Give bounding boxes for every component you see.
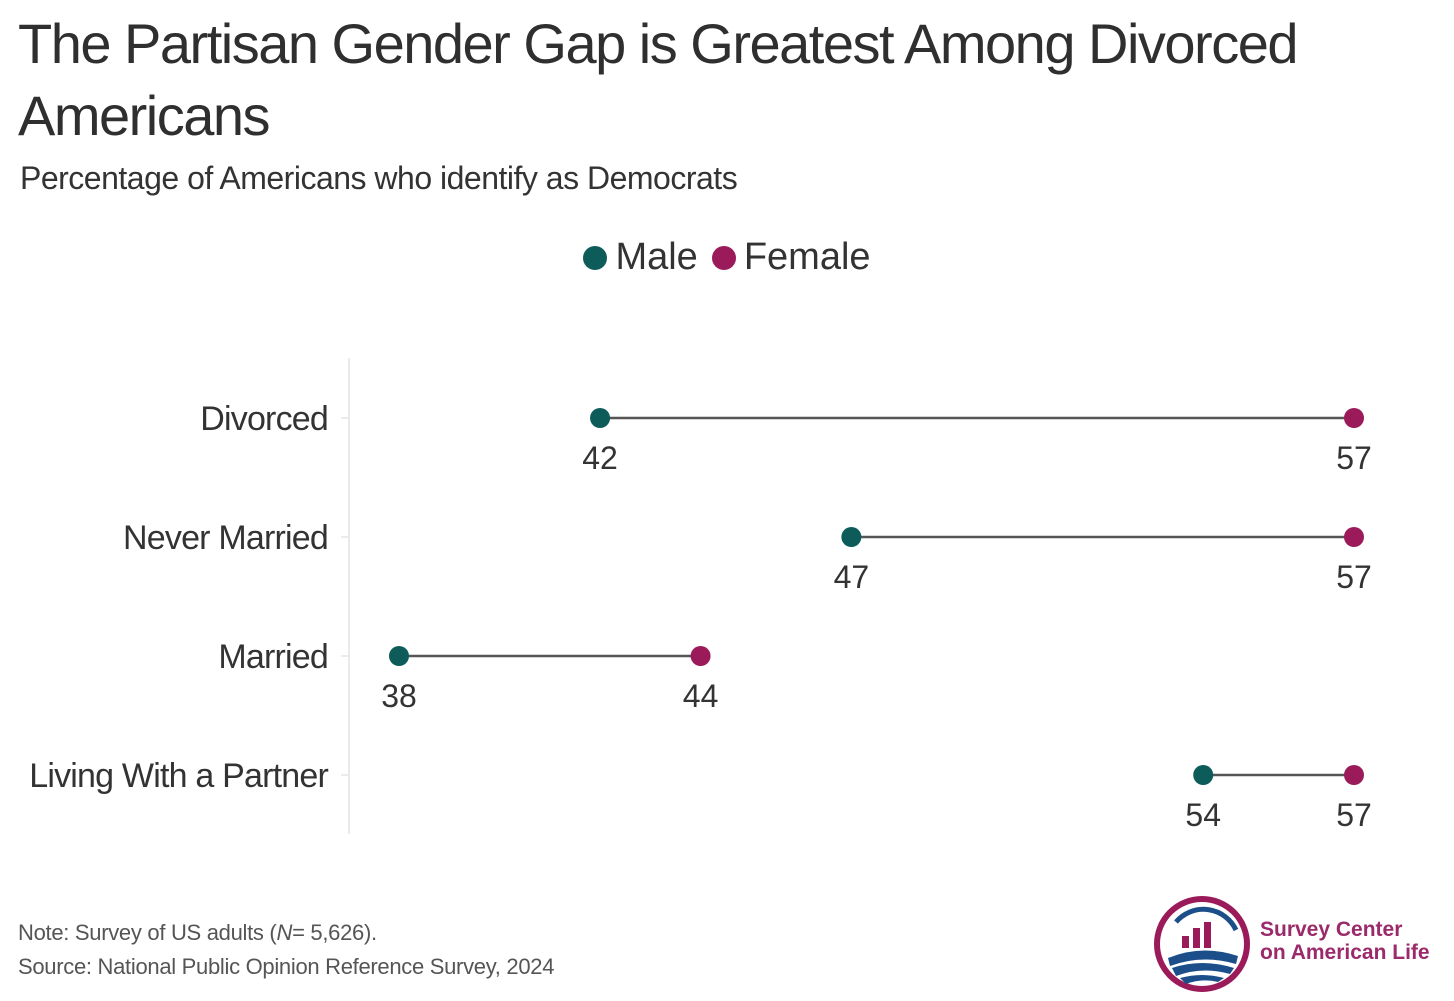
female-value-label-divorced: 57 (1336, 440, 1372, 476)
male-dot-living-with-a-partner (1193, 765, 1214, 785)
survey-center-logo: Survey Center on American Life (1150, 892, 1440, 992)
legend-male-dot-icon (583, 245, 608, 270)
legend-female-dot-icon (711, 245, 736, 270)
footnote: Note: Survey of US adults (N= 5,626). So… (18, 916, 554, 984)
logo-text: Survey Center on American Life (1260, 918, 1430, 964)
note-prefix: Note: Survey of US adults ( (18, 920, 277, 945)
male-value-label-never-married: 47 (834, 559, 870, 595)
male-value-label-divorced: 42 (582, 440, 618, 476)
legend: Male Female (0, 236, 1454, 279)
chart-title: The Partisan Gender Gap is Greatest Amon… (18, 12, 1298, 147)
legend-female-label: Female (743, 236, 871, 278)
logo-line-1: Survey Center (1260, 918, 1403, 941)
category-label-never-married: Never Married (123, 519, 328, 557)
category-label-divorced: Divorced (200, 400, 328, 438)
dumbbell-chart: Divorced 42 57 Never Married 47 57 Married 38 44… (29, 358, 1372, 834)
male-dot-married (389, 646, 409, 666)
note-n-symbol: N (276, 920, 293, 945)
category-label-married: Married (218, 638, 328, 676)
male-value-label-living-with-a-partner: 54 (1185, 797, 1221, 833)
female-value-label-married: 44 (683, 678, 719, 714)
legend-item-male: Male (583, 236, 698, 279)
legend-item-female: Female (711, 236, 871, 279)
note-line: Note: Survey of US adults (N= 5,626). (18, 916, 554, 950)
female-dot-married (690, 646, 711, 666)
source-line: Source: National Public Opinion Referenc… (18, 954, 555, 979)
logo-line-2: on American Life (1260, 941, 1430, 964)
survey-center-logo-icon (1154, 896, 1250, 992)
female-value-label-living-with-a-partner: 57 (1336, 797, 1372, 833)
chart-subtitle: Percentage of Americans who identify as … (20, 160, 738, 196)
female-dot-divorced (1344, 408, 1364, 428)
male-value-label-married: 38 (381, 678, 417, 714)
category-label-living-with-a-partner: Living With a Partner (29, 757, 328, 795)
legend-male-label: Male (615, 236, 698, 278)
male-dot-never-married (841, 527, 862, 547)
note-suffix: = 5,626). (292, 920, 377, 945)
male-dot-divorced (590, 408, 611, 428)
female-value-label-never-married: 57 (1336, 559, 1372, 595)
female-dot-living-with-a-partner (1344, 765, 1364, 785)
female-dot-never-married (1344, 527, 1364, 547)
